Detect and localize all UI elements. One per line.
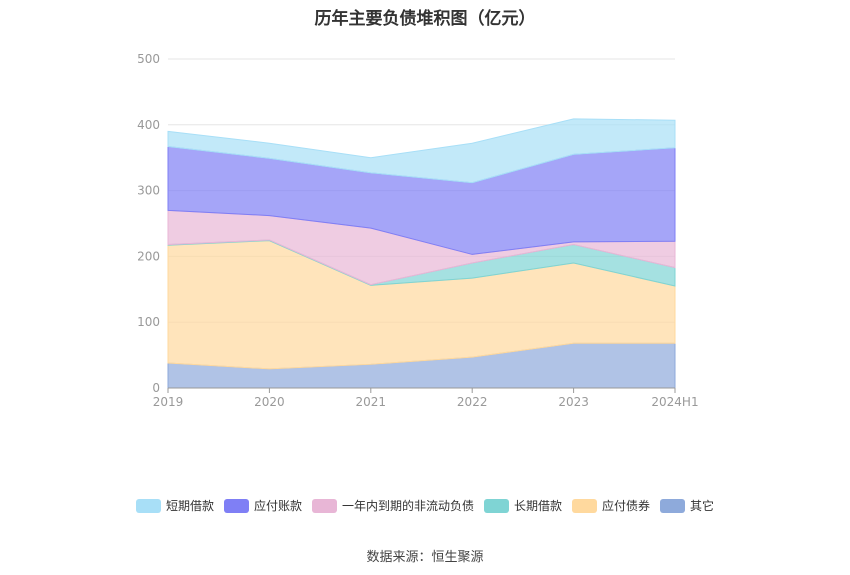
legend-label: 其它 [690, 499, 715, 513]
y-tick-label-300: 300 [137, 184, 160, 198]
x-tick-label-1: 2020 [254, 395, 285, 409]
x-tick-label-0: 2019 [153, 395, 184, 409]
legend-item[interactable]: 其它 [660, 497, 714, 514]
x-tick-label-2: 2021 [356, 395, 387, 409]
legend-swatch [223, 498, 249, 513]
area-series [167, 118, 676, 389]
legend-item[interactable]: 应付账款 [223, 497, 302, 514]
legend-swatch [484, 498, 509, 513]
x-tick-label-4: 2023 [558, 395, 589, 409]
x-tick-label-3: 2022 [457, 395, 488, 409]
legend-item[interactable]: 一年内到期的非流动负债 [311, 497, 474, 514]
source-note: 数据来源：恒生聚源 [366, 550, 484, 565]
legend-swatch [660, 498, 686, 513]
legend-swatch [572, 498, 598, 513]
y-tick-label-0: 0 [152, 381, 160, 395]
legend-item[interactable]: 短期借款 [135, 497, 214, 514]
legend-label: 应付债券 [602, 499, 651, 513]
legend: 短期借款 应付账款 一年内到期的非流动负债 长期借款 应付债券 其它 [0, 497, 850, 514]
legend-item[interactable]: 应付债券 [572, 497, 650, 514]
axes: 2019 2020 2021 2022 2023 2024H1 [153, 387, 699, 409]
legend-label: 长期借款 [514, 499, 563, 513]
y-tick-label-100: 100 [137, 315, 160, 329]
y-tick-label-400: 400 [137, 118, 160, 132]
chart-title: 历年主要负债堆积图（亿元） [314, 9, 536, 29]
legend-swatch [135, 498, 161, 513]
legend-label: 短期借款 [165, 499, 214, 513]
x-tick-label-5: 2024H1 [651, 395, 698, 409]
legend-label: 应付账款 [253, 499, 302, 513]
legend-label: 一年内到期的非流动负债 [341, 499, 474, 513]
y-tick-label-200: 200 [137, 249, 160, 263]
area-series-5 [167, 118, 676, 184]
legend-swatch [311, 498, 337, 513]
y-tick-label-500: 500 [137, 52, 160, 66]
legend-item[interactable]: 长期借款 [484, 497, 562, 514]
